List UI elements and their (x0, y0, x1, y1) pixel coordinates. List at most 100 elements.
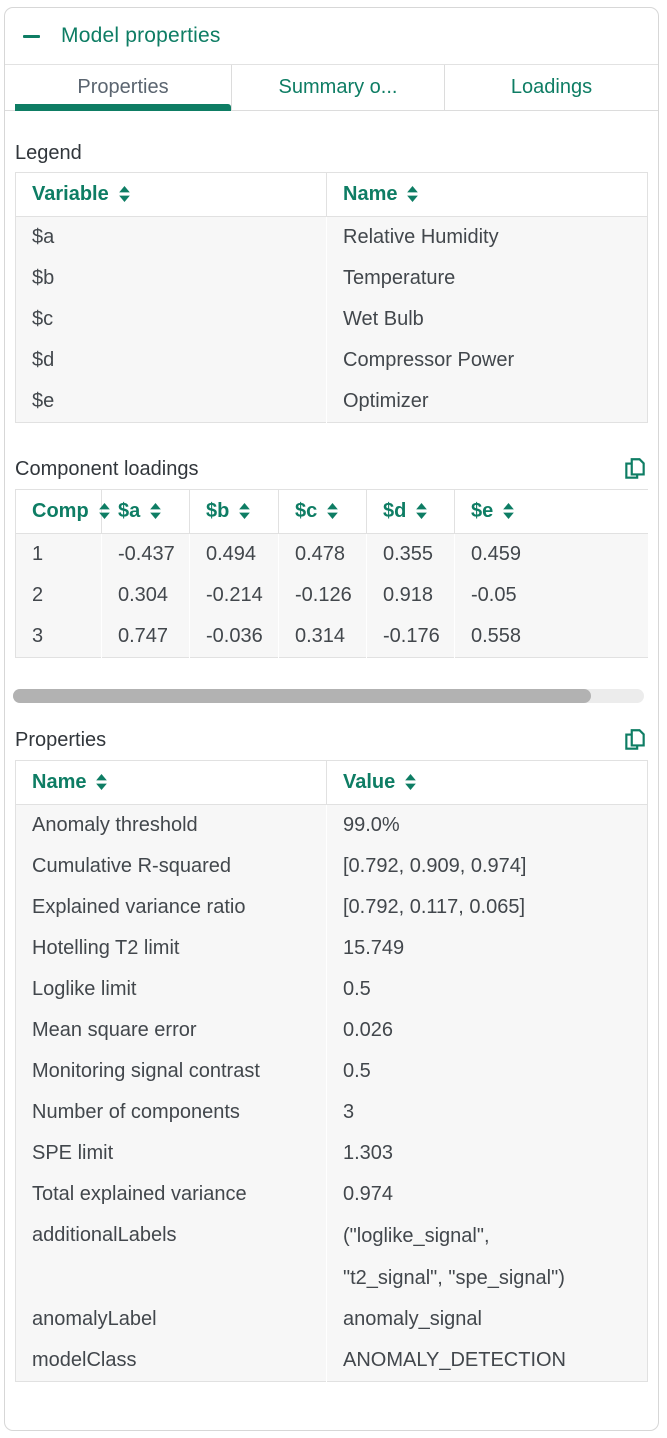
cell: 0.494 (189, 533, 279, 575)
panel-header: Model properties (5, 8, 658, 65)
horizontal-scrollbar-thumb[interactable] (13, 689, 591, 703)
cell: 0.314 (278, 616, 367, 658)
loadings-section-title: Component loadings (15, 457, 199, 480)
cell: 0.355 (366, 533, 455, 575)
properties-header-row: Name Value (15, 760, 648, 805)
loadings-col-e[interactable]: $e (454, 489, 648, 534)
table-row: Hotelling T2 limit 15.749 (15, 928, 648, 969)
cell-property-name: Number of components (15, 1092, 327, 1133)
legend-table: Variable Name $a Relative Humidity $b Temp… (15, 172, 648, 423)
cell-variable: $e (15, 381, 327, 423)
sort-icon (96, 774, 108, 790)
cell: 0.304 (101, 575, 190, 616)
sort-icon (118, 186, 130, 202)
cell-property-value: 1.303 (326, 1133, 648, 1174)
properties-table: Name Value Anomaly threshold 99.0% Cumula… (15, 760, 648, 1382)
copy-properties-button[interactable] (622, 727, 648, 753)
sort-icon (407, 186, 419, 202)
table-row: $e Optimizer (15, 381, 648, 423)
loadings-table-viewport: Comp $a $b $c $d $e 1 -0.437 0.494 0.478 0.3… (15, 489, 648, 658)
loadings-col-b[interactable]: $b (189, 489, 279, 534)
cell-property-value: [0.792, 0.117, 0.065] (326, 887, 648, 928)
cell: 0.747 (101, 616, 190, 658)
table-row: Total explained variance 0.974 (15, 1174, 648, 1215)
cell-property-name: Monitoring signal contrast (15, 1051, 327, 1092)
properties-col-value[interactable]: Value (326, 760, 648, 805)
collapse-minus-icon[interactable] (23, 34, 40, 38)
cell-property-value: 0.5 (326, 969, 648, 1010)
cell: 2 (15, 575, 102, 616)
copy-loadings-button[interactable] (622, 456, 648, 482)
cell: 1 (15, 533, 102, 575)
cell-property-name: modelClass (15, 1340, 327, 1382)
cell-property-name: Cumulative R-squared (15, 846, 327, 887)
cell-property-name: Loglike limit (15, 969, 327, 1010)
cell: 0.459 (454, 533, 648, 575)
loadings-col-c[interactable]: $c (278, 489, 367, 534)
value-line: "t2_signal", "spe_signal") (343, 1267, 565, 1289)
cell-property-value: 3 (326, 1092, 648, 1133)
cell-property-name: Explained variance ratio (15, 887, 327, 928)
table-row: additionalLabels ("loglike_signal", "t2_… (15, 1215, 648, 1299)
cell-property-name: Hotelling T2 limit (15, 928, 327, 969)
table-row: $a Relative Humidity (15, 216, 648, 258)
cell: 0.478 (278, 533, 367, 575)
sort-icon (405, 774, 417, 790)
table-row: $d Compressor Power (15, 340, 648, 381)
cell-variable: $c (15, 299, 327, 340)
cell-property-value: 0.974 (326, 1174, 648, 1215)
cell: 0.558 (454, 616, 648, 658)
panel-title: Model properties (61, 24, 221, 47)
copy-icon (625, 458, 645, 479)
cell-name: Temperature (326, 258, 648, 299)
loadings-col-comp[interactable]: Comp (15, 489, 110, 534)
cell: -0.214 (189, 575, 279, 616)
table-row: $b Temperature (15, 258, 648, 299)
cell-property-value: ("loglike_signal", "t2_signal", "spe_sig… (326, 1215, 648, 1299)
table-row: 1 -0.437 0.494 0.478 0.355 0.459 (15, 533, 648, 575)
table-row: $c Wet Bulb (15, 299, 648, 340)
table-row: modelClass ANOMALY_DETECTION (15, 1340, 648, 1382)
cell: -0.437 (101, 533, 190, 575)
sort-icon (239, 503, 251, 519)
sort-icon (416, 503, 428, 519)
table-row: Cumulative R-squared [0.792, 0.909, 0.974… (15, 846, 648, 887)
tab-label: Summary o... (278, 76, 398, 98)
table-row: Loglike limit 0.5 (15, 969, 648, 1010)
cell-property-name: anomalyLabel (15, 1299, 327, 1340)
table-row: 3 0.747 -0.036 0.314 -0.176 0.558 (15, 616, 648, 658)
horizontal-scrollbar-track[interactable] (13, 689, 644, 703)
cell-property-name: Mean square error (15, 1010, 327, 1051)
sort-icon (98, 503, 110, 519)
model-properties-panel: Model properties Properties Summary o...… (4, 7, 659, 1431)
cell: -0.176 (366, 616, 455, 658)
cell-variable: $b (15, 258, 327, 299)
cell-property-value: 0.5 (326, 1051, 648, 1092)
cell-property-value: [0.792, 0.909, 0.974] (326, 846, 648, 887)
table-row: Monitoring signal contrast 0.5 (15, 1051, 648, 1092)
value-line: ("loglike_signal", (343, 1225, 490, 1247)
tab-properties[interactable]: Properties (15, 65, 231, 110)
legend-col-name[interactable]: Name (326, 172, 648, 217)
table-row: SPE limit 1.303 (15, 1133, 648, 1174)
tab-summary[interactable]: Summary o... (231, 65, 444, 110)
cell-variable: $a (15, 216, 327, 258)
cell: -0.036 (189, 616, 279, 658)
cell: -0.126 (278, 575, 367, 616)
table-row: 2 0.304 -0.214 -0.126 0.918 -0.05 (15, 575, 648, 616)
legend-col-variable[interactable]: Variable (15, 172, 327, 217)
cell-property-value: 99.0% (326, 804, 648, 846)
loadings-col-a[interactable]: $a (101, 489, 190, 534)
properties-col-name[interactable]: Name (15, 760, 327, 805)
copy-icon (625, 729, 645, 750)
cell-property-name: Total explained variance (15, 1174, 327, 1215)
tab-label: Loadings (510, 76, 593, 98)
table-row: Anomaly threshold 99.0% (15, 804, 648, 846)
table-row: Number of components 3 (15, 1092, 648, 1133)
tab-loadings[interactable]: Loadings (444, 65, 658, 110)
cell-property-value: 0.026 (326, 1010, 648, 1051)
sort-icon (150, 503, 162, 519)
table-row: Mean square error 0.026 (15, 1010, 648, 1051)
loadings-col-d[interactable]: $d (366, 489, 455, 534)
cell-property-value: anomaly_signal (326, 1299, 648, 1340)
